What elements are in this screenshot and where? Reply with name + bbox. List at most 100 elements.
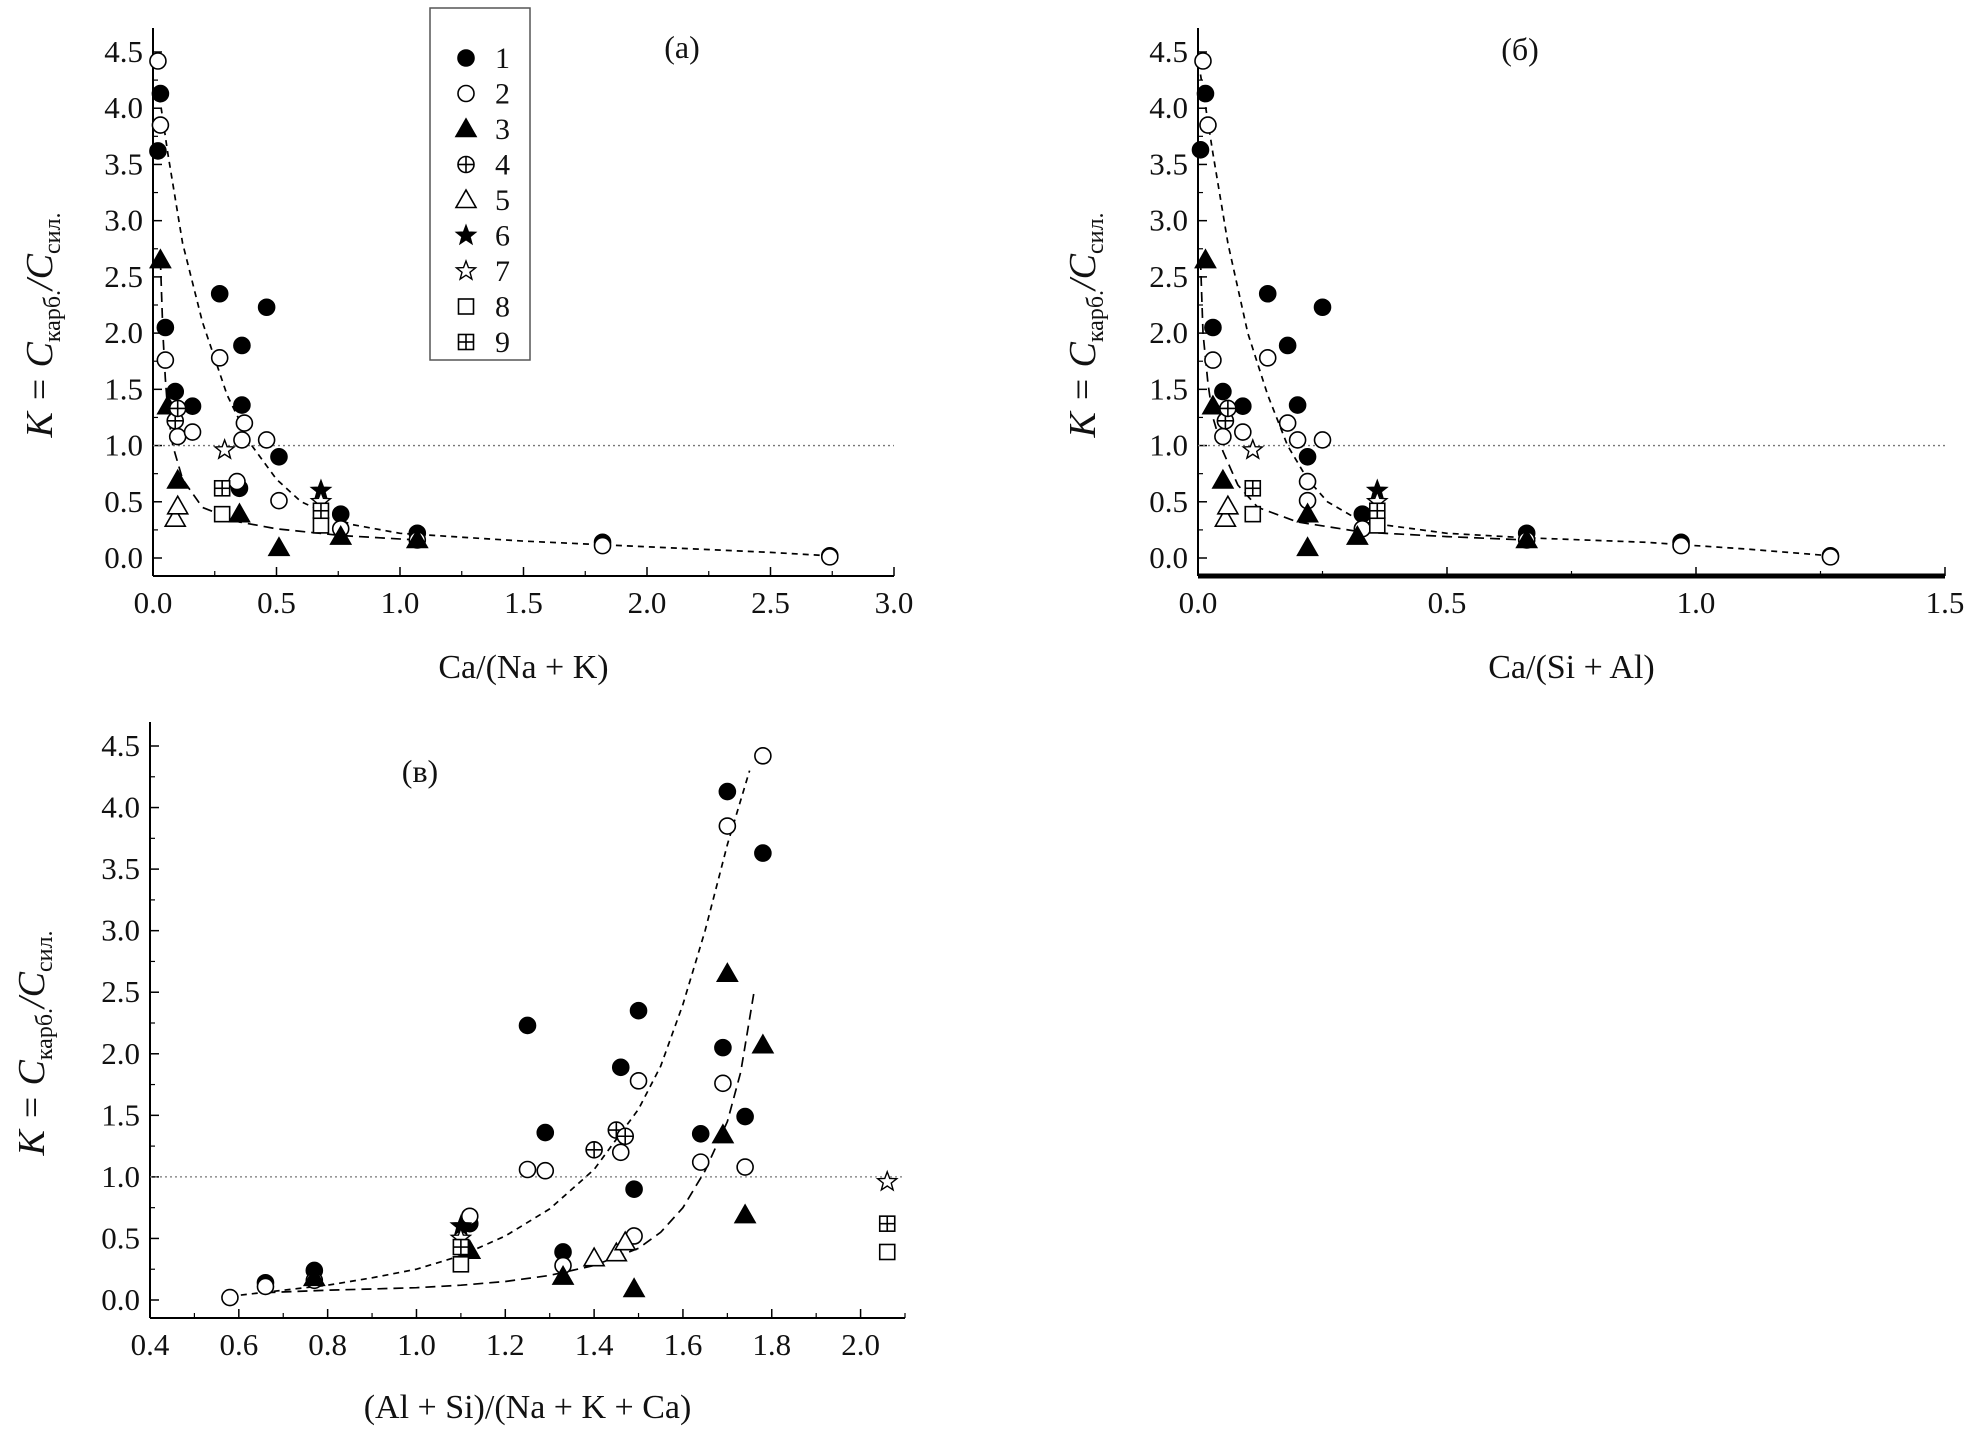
panel-label: (б) xyxy=(1501,31,1539,67)
x-axis-label: Ca/(Na + K) xyxy=(438,649,608,686)
data-point-filled-circle xyxy=(736,1107,754,1126)
data-point-open-circle xyxy=(754,747,772,765)
data-point-open-circle xyxy=(718,817,737,835)
data-point-filled-triangle xyxy=(751,1033,775,1054)
y-axis-label: K = Cкарб./Cсил. xyxy=(1062,213,1109,439)
x-tick-label: 1.5 xyxy=(1926,585,1965,620)
data-point-filled-circle xyxy=(1313,298,1332,317)
y-tick-label: 0.5 xyxy=(101,1220,140,1255)
data-point-open-square xyxy=(312,517,330,534)
data-point-open-triangle xyxy=(1214,507,1237,527)
legend-label: 7 xyxy=(495,255,510,288)
y-tick-label: 0.0 xyxy=(101,1282,140,1317)
data-point-filled-circle xyxy=(629,1001,648,1020)
data-point-filled-circle xyxy=(625,1180,643,1198)
data-point-circle-plus xyxy=(168,399,187,418)
legend-label: 9 xyxy=(495,326,510,359)
x-tick-label: 2.0 xyxy=(628,585,667,620)
data-point-open-circle xyxy=(233,431,251,449)
y-tick-label: 4.5 xyxy=(101,728,140,763)
data-point-square-plus xyxy=(878,1215,896,1232)
y-tick-label: 1.0 xyxy=(101,1159,140,1194)
data-point-open-triangle xyxy=(1216,494,1240,515)
data-point-filled-triangle xyxy=(1211,468,1235,489)
data-point-open-triangle xyxy=(582,1246,606,1267)
legend-marker-filled-star xyxy=(454,223,478,246)
data-point-open-circle xyxy=(1288,431,1307,449)
data-point-open-circle xyxy=(235,414,254,432)
data-point-open-square xyxy=(1368,517,1386,534)
data-point-filled-triangle xyxy=(1296,502,1319,523)
data-point-filled-circle xyxy=(233,336,251,355)
legend-marker-open-triangle xyxy=(454,188,478,209)
y-tick-label: 3.0 xyxy=(101,913,140,948)
y-tick-label: 1.5 xyxy=(104,371,143,406)
data-point-filled-circle xyxy=(1258,284,1277,303)
legend-marker-open-circle xyxy=(457,84,475,103)
data-point-filled-circle xyxy=(149,142,167,160)
data-point-filled-circle xyxy=(151,84,170,103)
x-tick-label: 0.0 xyxy=(134,585,173,620)
data-point-open-circle xyxy=(820,548,839,566)
y-tick-label: 0.0 xyxy=(104,540,143,575)
y-tick-label: 2.0 xyxy=(104,315,143,350)
data-point-filled-circle xyxy=(183,397,202,416)
data-point-open-square xyxy=(878,1243,896,1261)
legend-label: 8 xyxy=(495,291,510,324)
data-point-filled-circle xyxy=(691,1125,710,1143)
y-tick-label: 0.5 xyxy=(1149,484,1188,519)
data-point-filled-circle xyxy=(1288,396,1307,414)
x-axis-label: Ca/(Si + Al) xyxy=(1488,649,1655,686)
data-point-filled-circle xyxy=(166,382,185,401)
data-point-open-circle xyxy=(1258,349,1277,367)
x-axis-label: (Al + Si)/(Na + K + Ca) xyxy=(364,1389,692,1426)
legend-label: 6 xyxy=(495,220,510,253)
y-tick-label: 2.0 xyxy=(1149,315,1188,350)
y-tick-label: 2.0 xyxy=(101,1036,140,1071)
data-point-open-circle xyxy=(168,427,187,446)
data-point-open-square xyxy=(1244,505,1262,523)
data-point-square-plus xyxy=(213,479,231,497)
data-point-open-circle xyxy=(1278,414,1297,432)
data-point-open-circle xyxy=(221,1288,239,1307)
data-point-filled-circle xyxy=(754,844,772,862)
data-point-filled-triangle xyxy=(1201,394,1225,415)
data-point-open-circle xyxy=(1199,116,1217,134)
data-point-open-circle xyxy=(518,1160,537,1179)
data-point-open-circle xyxy=(1298,472,1317,491)
y-tick-label: 1.0 xyxy=(1149,428,1188,463)
legend-marker-filled-circle xyxy=(457,49,475,67)
x-tick-label: 1.2 xyxy=(486,1327,525,1362)
data-point-open-square xyxy=(452,1255,470,1273)
panel-b: 0.0 0.5 1.0 1.5 2.0 2.5 3.0 3.5 4.0 4.5 0.0 0.5 1.0 1… xyxy=(1062,28,1964,686)
panel-c: 0.0 0.5 1.0 1.5 2.0 2.5 3.0 3.5 4.0 4.5 0.4 0.6 0.8 1… xyxy=(11,722,906,1426)
data-point-open-circle xyxy=(1234,423,1252,441)
legend-label: 2 xyxy=(495,78,510,111)
data-point-open-circle xyxy=(611,1143,630,1162)
data-point-square-plus xyxy=(312,502,330,520)
data-point-open-star xyxy=(1241,438,1265,460)
y-axis-label: K = Cкарб./Cсил. xyxy=(11,931,58,1157)
x-tick-label: 0.4 xyxy=(131,1327,170,1362)
y-tick-label: 3.5 xyxy=(104,146,143,181)
legend-marker-open-star xyxy=(454,259,478,281)
trend-curve xyxy=(1199,259,1527,541)
y-tick-label: 2.5 xyxy=(1149,259,1188,294)
data-point-filled-triangle xyxy=(1515,528,1539,549)
data-point-circle-plus xyxy=(1216,412,1235,430)
data-point-filled-circle xyxy=(1298,447,1317,466)
data-point-open-circle xyxy=(1313,431,1332,449)
data-point-open-circle xyxy=(593,536,612,555)
trend-curve xyxy=(229,770,751,1298)
data-point-open-circle xyxy=(270,491,288,510)
data-point-circle-plus xyxy=(585,1141,603,1159)
data-point-square-plus xyxy=(452,1238,470,1256)
data-point-filled-triangle xyxy=(733,1203,757,1224)
y-tick-label: 3.5 xyxy=(1149,146,1188,181)
data-point-filled-triangle xyxy=(715,962,739,983)
data-point-open-circle xyxy=(256,1277,275,1296)
data-point-filled-triangle xyxy=(228,502,251,523)
data-point-open-triangle xyxy=(613,1230,637,1251)
